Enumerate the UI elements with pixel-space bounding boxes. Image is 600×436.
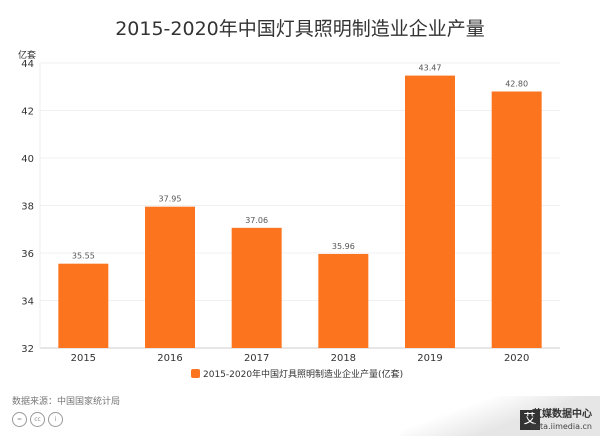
bar-2017 <box>231 227 282 348</box>
x-tick-label: 2017 <box>244 353 269 364</box>
y-tick-label: 32 <box>21 344 34 355</box>
x-tick-label: 2020 <box>504 353 529 364</box>
bar-2016 <box>145 206 195 348</box>
y-tick-label: 40 <box>21 154 34 165</box>
data-label: 42.80 <box>505 80 528 89</box>
y-axis-label: 亿套 <box>18 49 36 61</box>
cc-by-icon: i <box>48 412 63 427</box>
data-label: 37.95 <box>159 195 182 204</box>
y-tick-label: 36 <box>21 249 34 260</box>
bar-2015 <box>58 263 109 348</box>
watermark-url: data.iimedia.cn <box>530 422 592 431</box>
data-label: 35.55 <box>72 252 95 261</box>
y-tick-label: 38 <box>21 202 34 213</box>
legend-label: 2015-2020年中国灯具照明制造业企业产量(亿套) <box>203 368 403 380</box>
data-label: 43.47 <box>419 64 442 73</box>
data-label: 37.06 <box>245 216 268 225</box>
x-tick-label: 2015 <box>71 353 96 364</box>
x-tick-label: 2019 <box>417 353 442 364</box>
bar-2020 <box>491 91 542 348</box>
cc-icon: cc <box>30 412 45 427</box>
watermark: 艾 艾媒数据中心 data.iimedia.cn <box>400 396 600 436</box>
x-tick-label: 2016 <box>157 353 182 364</box>
data-label: 35.96 <box>332 242 355 251</box>
cc-nd-icon: = <box>12 412 27 427</box>
y-tick-label: 42 <box>21 107 34 118</box>
x-tick-label: 2018 <box>331 353 356 364</box>
cc-license-icons: = cc i <box>12 412 63 427</box>
data-source: 数据来源：中国国家统计局 <box>12 397 121 407</box>
legend-swatch <box>191 369 200 378</box>
y-tick-label: 34 <box>21 297 34 308</box>
bar-2018 <box>318 253 369 348</box>
chart-title: 2015-2020年中国灯具照明制造业企业产量 <box>115 18 485 40</box>
y-tick-label: 44 <box>21 59 34 70</box>
watermark-logo: 艾 <box>520 410 540 430</box>
bar-2019 <box>405 75 455 349</box>
watermark-name: 艾媒数据中心 <box>532 409 592 420</box>
